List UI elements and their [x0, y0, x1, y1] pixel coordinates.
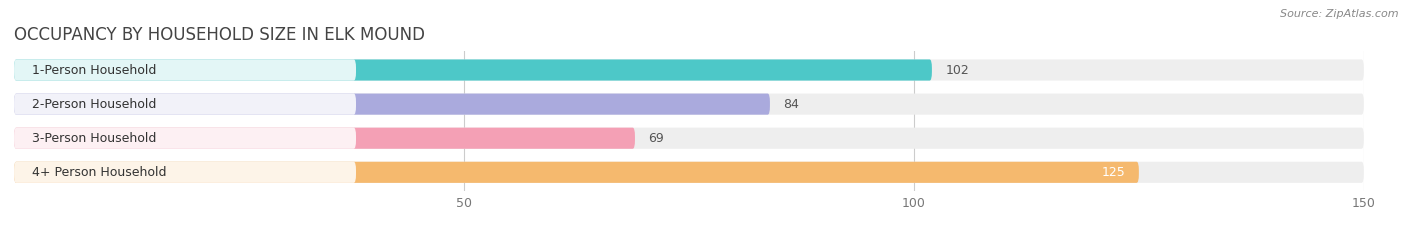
FancyBboxPatch shape — [14, 59, 356, 81]
FancyBboxPatch shape — [14, 162, 356, 183]
FancyBboxPatch shape — [14, 128, 356, 149]
Text: 4+ Person Household: 4+ Person Household — [32, 166, 166, 179]
FancyBboxPatch shape — [14, 128, 1364, 149]
FancyBboxPatch shape — [14, 59, 1364, 81]
FancyBboxPatch shape — [14, 162, 1139, 183]
Text: 69: 69 — [648, 132, 664, 145]
FancyBboxPatch shape — [14, 59, 932, 81]
FancyBboxPatch shape — [14, 162, 1364, 183]
Text: 2-Person Household: 2-Person Household — [32, 98, 156, 111]
FancyBboxPatch shape — [14, 93, 770, 115]
Text: 1-Person Household: 1-Person Household — [32, 64, 156, 76]
FancyBboxPatch shape — [14, 128, 636, 149]
Text: OCCUPANCY BY HOUSEHOLD SIZE IN ELK MOUND: OCCUPANCY BY HOUSEHOLD SIZE IN ELK MOUND — [14, 26, 425, 44]
Text: 84: 84 — [783, 98, 799, 111]
Text: 102: 102 — [945, 64, 969, 76]
FancyBboxPatch shape — [14, 93, 356, 115]
Text: 3-Person Household: 3-Person Household — [32, 132, 156, 145]
FancyBboxPatch shape — [14, 93, 1364, 115]
Text: 125: 125 — [1102, 166, 1125, 179]
Text: Source: ZipAtlas.com: Source: ZipAtlas.com — [1281, 9, 1399, 19]
